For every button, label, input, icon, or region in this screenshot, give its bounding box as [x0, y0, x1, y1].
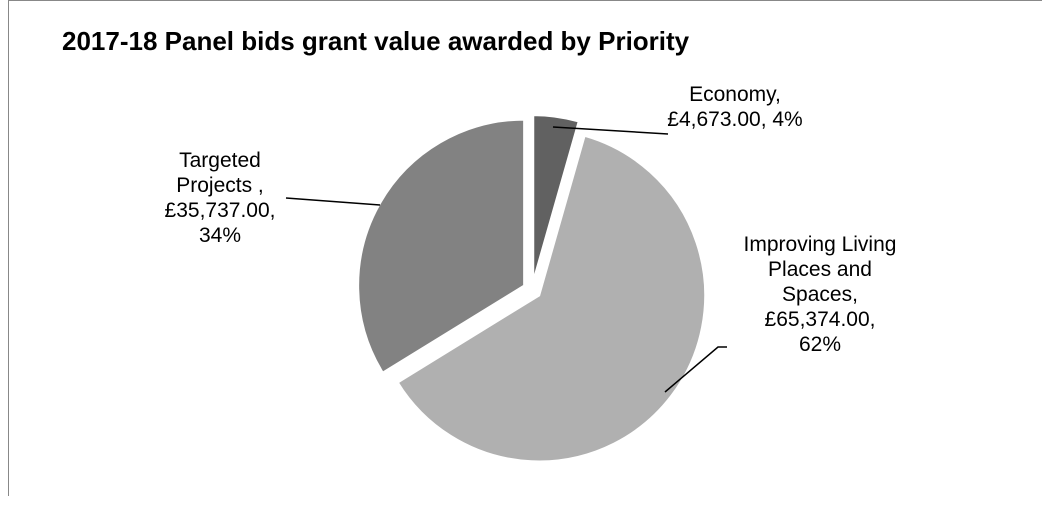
pie: [357, 114, 707, 463]
data-label: Targeted Projects , £35,737.00, 34%: [145, 148, 295, 248]
pie-slice: [532, 114, 580, 282]
leader-line: [552, 126, 669, 135]
chart-title: 2017-18 Panel bids grant value awarded b…: [62, 26, 690, 56]
percent-label: 34%: [198, 224, 242, 247]
value-label: £4,673.00,: [667, 108, 767, 131]
data-label: Improving Living Places and Spaces, £65,…: [735, 232, 905, 357]
category-label: Targeted Projects ,: [176, 149, 264, 197]
category-label: Improving Living Places and Spaces,: [743, 233, 897, 306]
value-label: £35,737.00,: [164, 199, 276, 222]
pie-slice: [396, 134, 707, 463]
leader-line: [664, 346, 727, 393]
data-label: Economy, £4,673.00, 4%: [660, 82, 810, 132]
category-label: Economy,: [689, 83, 781, 106]
leader-line: [285, 197, 381, 206]
value-label: £65,374.00,: [764, 308, 876, 331]
percent-label: 4%: [772, 108, 803, 131]
percent-label: 62%: [798, 333, 842, 356]
